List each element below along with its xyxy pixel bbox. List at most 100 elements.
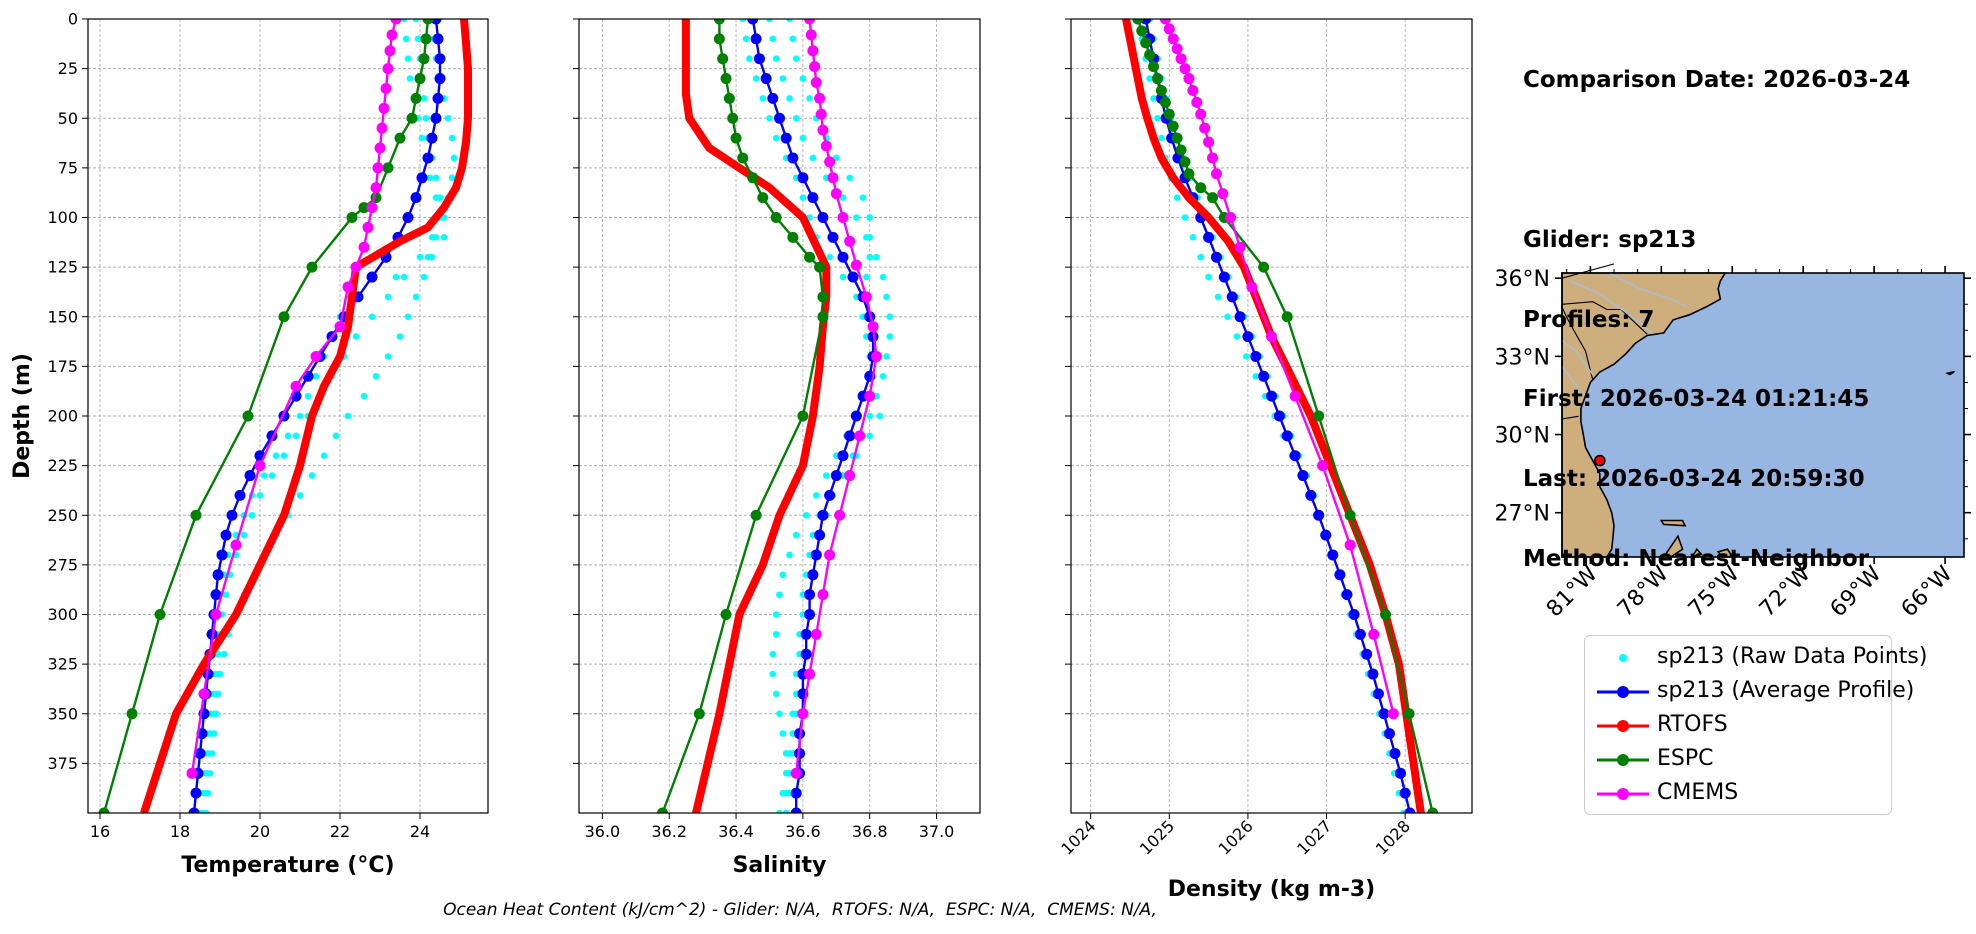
sp213-average-profile-marker (1289, 450, 1301, 462)
espc-marker (1281, 311, 1293, 323)
raw-data-point (1146, 75, 1153, 82)
sp213-average-profile-marker (1320, 529, 1332, 541)
sp213-average-profile-marker (830, 470, 842, 482)
sp213-average-profile-marker (1361, 648, 1373, 660)
raw-data-point (268, 472, 276, 479)
raw-data-point (240, 531, 248, 539)
raw-data-point (1214, 293, 1222, 301)
sp213-average-profile-marker (1327, 549, 1339, 561)
raw-data-point (440, 234, 448, 241)
sp213-average-profile-marker (790, 807, 802, 813)
cmems-marker (1368, 628, 1380, 640)
sp213-average-profile-marker (1399, 787, 1411, 799)
sp213-average-profile-marker (432, 92, 444, 104)
map-state-borders (1561, 263, 1648, 420)
sp213-average-profile-marker (1394, 767, 1406, 779)
legend-item-cmems: CMEMS (1585, 776, 1885, 810)
sp213-average-profile-marker (226, 509, 238, 521)
raw-data-point (769, 670, 777, 678)
raw-data-point (406, 75, 414, 82)
sp213-average-profile-marker (774, 112, 785, 124)
legend-label-espc: ESPC (1657, 746, 1714, 771)
raw-data-point (352, 333, 360, 340)
raw-data-point (792, 55, 800, 62)
cmems-marker (820, 140, 832, 152)
raw-data-point (1173, 194, 1181, 201)
espc-marker (1403, 708, 1415, 720)
cmems-marker (376, 122, 388, 134)
raw-data-point (296, 492, 304, 499)
cmems-marker (824, 156, 836, 168)
raw-data-point (742, 35, 750, 43)
raw-data-point (746, 55, 753, 62)
sp213-average-profile-marker (1334, 569, 1346, 581)
espc-marker (817, 291, 829, 303)
sp213-average-profile-marker (810, 549, 822, 561)
y-tick-label: 200 (47, 407, 78, 426)
sp213-average-profile-marker (220, 529, 232, 541)
sp213-average-profile-marker (194, 747, 206, 759)
cmems-marker (1246, 281, 1258, 293)
raw-data-point (422, 114, 430, 122)
cmems-marker (1266, 331, 1277, 343)
sp213-average-profile-marker (1250, 350, 1262, 362)
raw-data-point (1150, 95, 1157, 102)
raw-data-point (799, 134, 807, 142)
sp213-average-profile-marker (800, 648, 812, 660)
info-line-glider: Glider: sp213 (1523, 226, 1697, 253)
raw-data-point (296, 412, 304, 420)
sp213-average-profile-marker (244, 470, 256, 482)
raw-data-point (786, 95, 793, 102)
y-tick-label: 325 (47, 655, 78, 674)
sp213-average-profile-marker (760, 73, 772, 85)
x-axis-label: Temperature (°C) (181, 853, 394, 878)
sp213-average-profile-marker (1372, 688, 1384, 700)
cmems-marker (1217, 188, 1229, 200)
cmems-marker (1289, 390, 1301, 402)
sp213-average-profile-marker (1354, 628, 1366, 640)
cmems-marker (860, 291, 872, 303)
raw-data-point (792, 531, 800, 539)
espc-marker (1380, 609, 1392, 620)
raw-data-point (799, 194, 807, 201)
raw-data-point (826, 253, 833, 261)
sp213-average-profile-marker (402, 212, 414, 223)
raw-data-point (879, 273, 887, 281)
cmems-marker (814, 92, 826, 104)
espc-marker (720, 73, 732, 85)
raw-data-point (863, 273, 870, 281)
y-tick-label: 300 (47, 605, 78, 624)
sp213-average-profile-marker (434, 73, 446, 85)
cmems-marker (390, 19, 402, 25)
cmems-marker (254, 460, 266, 472)
raw-data-point (1181, 214, 1189, 221)
sp213-average-profile-marker (212, 569, 224, 581)
y-tick-label: 225 (47, 456, 78, 475)
espc-marker (737, 152, 749, 164)
y-tick-label: 50 (58, 109, 78, 128)
cmems-marker (374, 142, 386, 154)
cmems-marker (1163, 23, 1175, 35)
espc-marker (1344, 509, 1356, 521)
espc-marker (358, 202, 370, 214)
sp213-average-profile-marker (807, 192, 819, 204)
sp213-average-profile-marker (847, 271, 859, 283)
legend-item-average: sp213 (Average Profile) (1585, 674, 1914, 708)
raw-data-point (400, 19, 408, 23)
raw-data-point (776, 809, 783, 813)
raw-data-point (1154, 114, 1161, 122)
cmems-marker (334, 321, 346, 333)
cmems-marker (372, 162, 384, 174)
raw-data-point (839, 273, 847, 281)
espc-marker (747, 172, 759, 184)
raw-data-point (360, 392, 368, 400)
espc-marker (394, 132, 406, 144)
cmems-marker (362, 221, 374, 233)
espc-marker (750, 509, 762, 521)
raw-data-point (839, 194, 847, 201)
raw-data-point (809, 154, 817, 162)
espc-marker (1163, 108, 1175, 120)
legend-swatch-raw (1619, 654, 1627, 662)
cmems-marker (1175, 53, 1187, 65)
raw-data-point (769, 35, 777, 43)
